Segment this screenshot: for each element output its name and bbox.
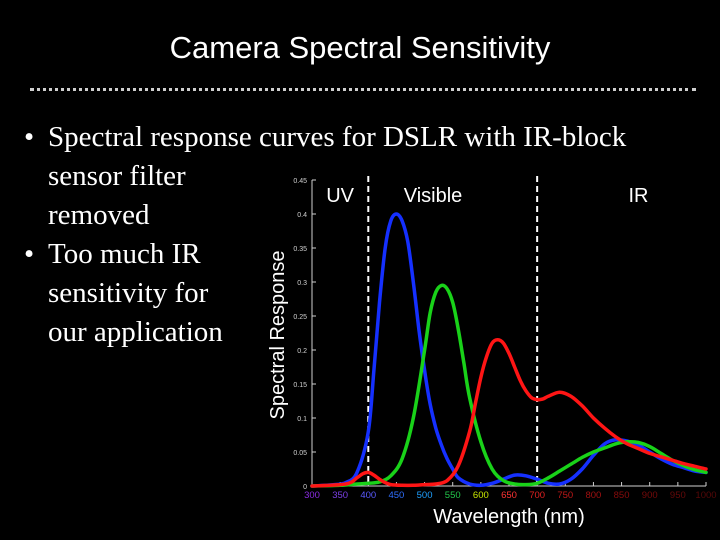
x-tick-label: 1000 bbox=[695, 490, 716, 501]
region-label: UV bbox=[326, 185, 354, 207]
y-tick-label: 0.2 bbox=[297, 348, 307, 355]
x-tick-label: 900 bbox=[642, 490, 658, 501]
x-tick-label: 600 bbox=[473, 490, 489, 501]
bullet-item: • Spectral response curves for DSLR with… bbox=[24, 118, 626, 235]
region-label: IR bbox=[628, 185, 648, 207]
x-tick-label: 350 bbox=[332, 490, 348, 501]
y-tick-label: 0.25 bbox=[293, 314, 307, 321]
series-line bbox=[310, 283, 708, 488]
x-axis-title: Wavelength (nm) bbox=[433, 506, 585, 528]
bullet-dot: • bbox=[24, 238, 35, 270]
x-tick-label: 550 bbox=[445, 490, 461, 501]
x-tick-label: 500 bbox=[417, 490, 433, 501]
bullet-dot: • bbox=[24, 121, 35, 153]
title-divider bbox=[30, 88, 696, 91]
x-tick-label: 400 bbox=[360, 490, 376, 501]
y-tick-label: 0.15 bbox=[293, 382, 307, 389]
bullet-text: Too much IR sensitivity for our applicat… bbox=[48, 238, 223, 348]
x-tick-label: 800 bbox=[585, 490, 601, 501]
bullet-item: • Too much IR sensitivity for our applic… bbox=[24, 235, 626, 352]
bullet-list: • Spectral response curves for DSLR with… bbox=[24, 118, 626, 352]
x-tick-label: 950 bbox=[670, 490, 686, 501]
y-tick-label: 0.1 bbox=[297, 416, 307, 423]
x-tick-label: 650 bbox=[501, 490, 517, 501]
y-tick-label: 0.35 bbox=[293, 246, 307, 253]
x-tick-label: 850 bbox=[614, 490, 630, 501]
y-tick-label: 0.45 bbox=[293, 178, 307, 185]
x-tick-label: 700 bbox=[529, 490, 545, 501]
y-tick-label: 0.4 bbox=[297, 212, 307, 219]
bullet-text-line: Spectral response curves for DSLR with I… bbox=[48, 121, 627, 153]
slide-title: Camera Spectral Sensitivity bbox=[169, 30, 551, 65]
y-tick-label: 0 bbox=[303, 484, 307, 491]
y-axis-title: Spectral Response bbox=[267, 251, 289, 420]
y-tick-label: 0.3 bbox=[297, 280, 307, 287]
x-tick-label: 450 bbox=[388, 490, 404, 501]
y-tick-label: 0.05 bbox=[293, 450, 307, 457]
spectral-response-chart: 0 0.05 0.1 0.15 0.2 0.25 0.3 0.35 0.4 0.45 300 350 4… bbox=[267, 176, 717, 528]
x-tick-label: 750 bbox=[557, 490, 573, 501]
x-tick-label: 300 bbox=[304, 490, 320, 501]
series-line bbox=[310, 338, 708, 488]
region-label: Visible bbox=[404, 185, 463, 207]
bullet-text-continuation: sensor filter removed bbox=[48, 160, 186, 231]
bullet-text: Spectral response curves for DSLR with I… bbox=[48, 118, 626, 235]
